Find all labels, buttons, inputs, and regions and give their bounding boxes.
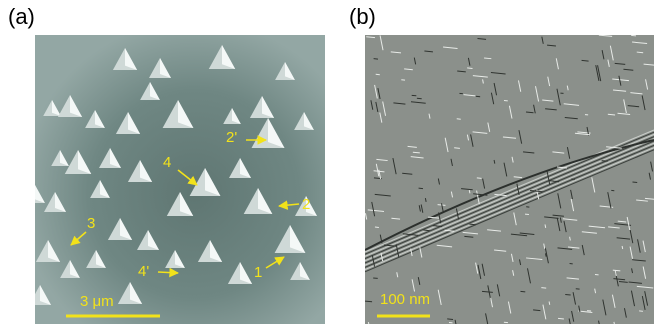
micrograph-a [25,35,325,324]
texture-line [454,148,460,149]
micrograph-b [365,35,654,324]
page: {"panels": [ {"label": "(a)", "annotatio… [0,0,654,324]
texture-line [365,301,372,302]
texture-line [637,52,643,53]
texture-line [413,152,420,153]
arrow [158,272,178,273]
texture-line [423,230,429,231]
texture-line [469,224,475,225]
scale-bar-label: 3 μm [80,293,114,310]
texture-line [602,161,608,162]
texture-line [469,190,470,193]
texture-line [565,294,570,295]
texture-line [582,60,589,61]
annotation: 4' [138,263,149,280]
panel-label: (a) [8,4,35,29]
annotation: 4 [163,154,171,171]
annotation: 2' [226,129,237,146]
texture-line [545,224,546,227]
texture-line [549,301,550,304]
texture-line [558,318,564,319]
scale-bar-label: 100 nm [380,291,430,308]
annotation: 1 [254,264,262,281]
annotation: 3 [87,215,95,232]
texture-line [467,68,472,69]
panel-label: (b) [349,4,376,29]
annotation: 2 [302,196,310,213]
micrograph-background [365,35,654,324]
texture-line [622,246,623,249]
texture-line [545,253,546,256]
figure: (a) (b) 2' 4 2 3 4' 1 3 μm 100 nm [0,0,654,324]
texture-line [447,319,453,320]
